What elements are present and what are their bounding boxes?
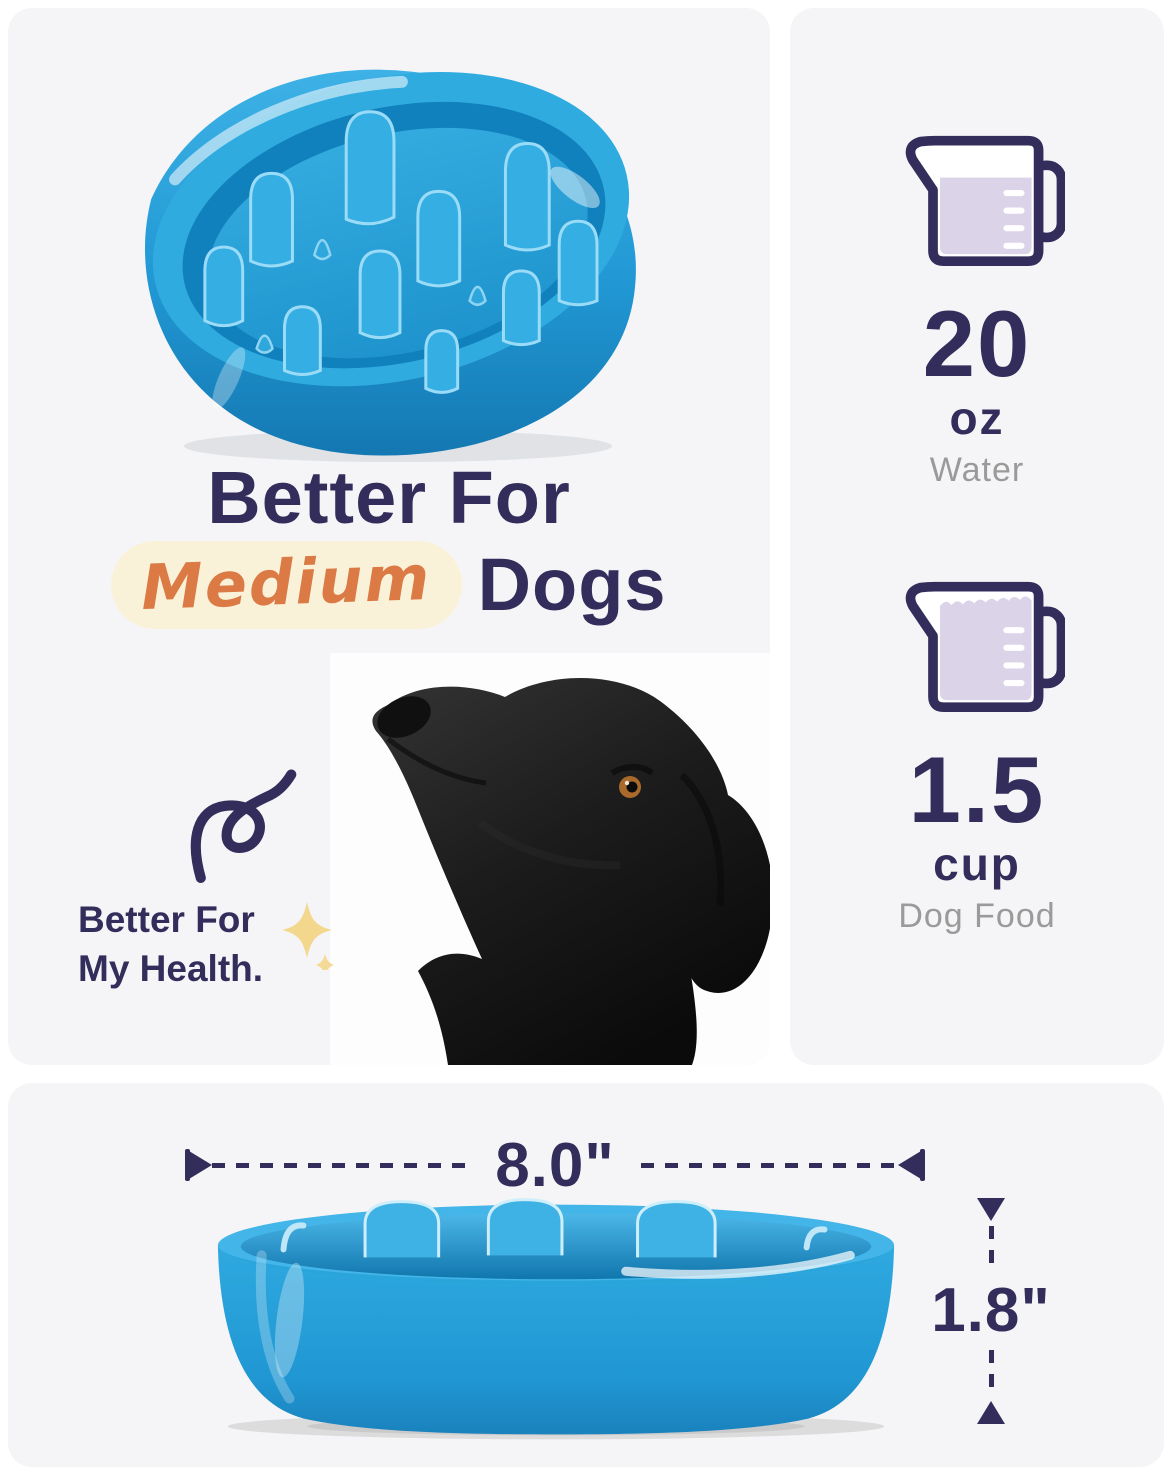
food-amount-value: 1.5 <box>908 737 1046 842</box>
arrow-down-icon <box>977 1198 1005 1221</box>
dimension-tick-right <box>920 1149 925 1181</box>
black-labrador-image <box>372 678 770 1065</box>
arrow-right-icon <box>189 1151 212 1179</box>
left-card: Better For Medium Dogs <box>8 8 770 1065</box>
width-label: 8.0" <box>495 1130 615 1200</box>
arrow-left-icon <box>898 1151 921 1179</box>
arrow-up-icon <box>977 1401 1005 1425</box>
squiggle-arrow-icon <box>190 769 297 883</box>
bottom-card: 8.0" 1.8" <box>8 1083 1164 1467</box>
right-card: 20 oz Water 1.5 cup Dog Food <box>790 8 1164 1065</box>
water-label: Water <box>929 451 1025 489</box>
highlight-pill: Medium <box>111 540 462 630</box>
height-label: 1.8" <box>931 1276 1051 1345</box>
measuring-cup-dog-food-icon <box>905 581 1065 713</box>
headline-highlight-word: Medium <box>140 540 433 624</box>
caption-line1: Better For <box>78 899 255 940</box>
dashed-line <box>988 1226 994 1272</box>
metric-dog-food: 1.5 cup Dog Food <box>889 576 1065 936</box>
height-dimension: 1.8" <box>929 1198 1053 1425</box>
measuring-cup-water-icon <box>905 135 1065 267</box>
caption-line2: My Health. <box>78 947 264 989</box>
width-dimension: 8.0" <box>185 1131 925 1200</box>
caption: Better For My Health. <box>78 896 263 994</box>
water-amount-unit: oz <box>949 392 1005 444</box>
food-label: Dog Food <box>898 897 1056 935</box>
headline-line2: Medium Dogs <box>8 540 770 630</box>
slow-feeder-bowl-side-image <box>217 1198 895 1440</box>
food-amount-unit: cup <box>933 838 1021 890</box>
dimension-tick-left <box>185 1149 190 1181</box>
slow-feeder-bowl-top-image <box>144 69 636 463</box>
headline-line1: Better For <box>207 456 571 539</box>
headline-line2-rest: Dogs <box>477 542 667 626</box>
dog-photo <box>330 653 770 1065</box>
dashed-line <box>640 1162 898 1168</box>
water-amount-value: 20 <box>922 291 1032 396</box>
dashed-line <box>212 1162 470 1168</box>
dashed-line <box>988 1350 994 1397</box>
headline: Better For Medium Dogs <box>8 456 770 630</box>
metric-water: 20 oz Water <box>889 130 1065 490</box>
sparkle-icon <box>282 902 334 970</box>
